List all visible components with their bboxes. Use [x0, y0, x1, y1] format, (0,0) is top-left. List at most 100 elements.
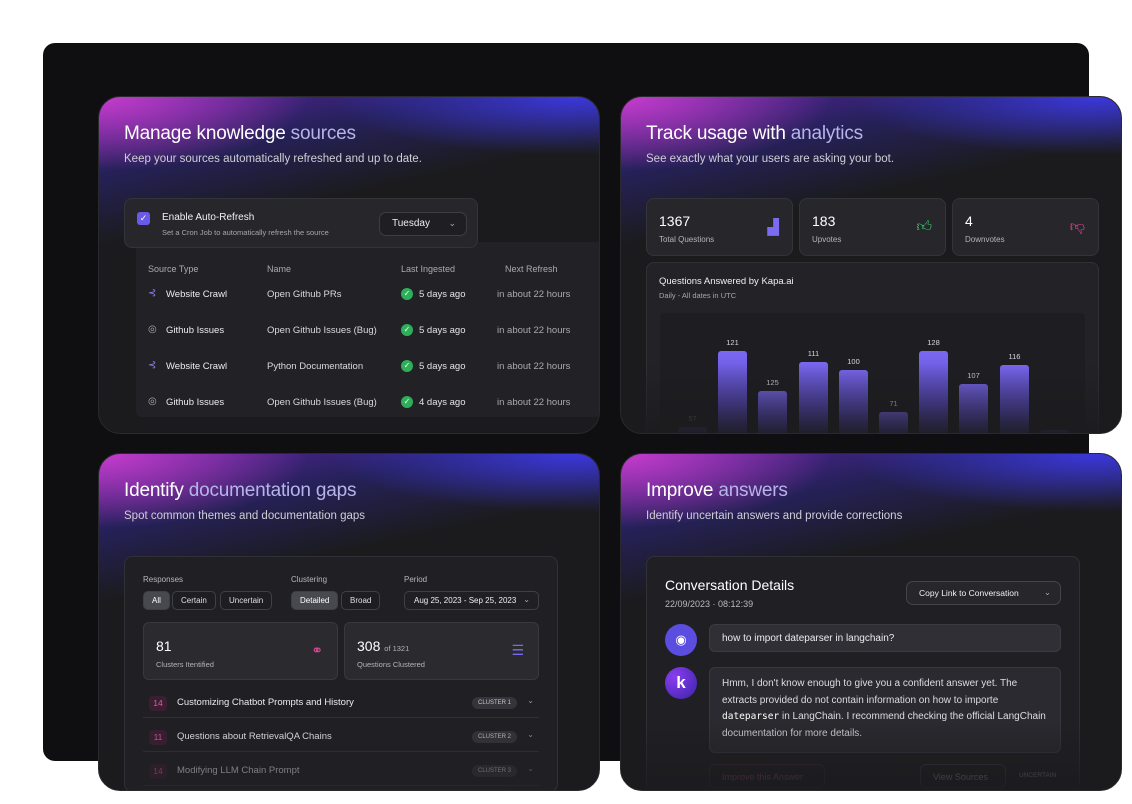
- clustering-broad-button[interactable]: Broad: [341, 591, 381, 610]
- source-name: Python Documentation: [267, 361, 364, 372]
- chart-bar: [959, 384, 988, 433]
- clustering-detailed-button[interactable]: Detailed: [291, 591, 339, 610]
- filter-all-button[interactable]: All: [143, 591, 170, 610]
- cluster-title: Questions about RetrievalQA Chains: [177, 731, 332, 742]
- cluster-count: 11: [149, 730, 167, 745]
- stat-upvotes: 183 Upvotes 👍︎: [799, 198, 946, 256]
- bar-label: 121: [726, 338, 739, 347]
- source-type: Website Crawl: [166, 361, 228, 372]
- clusters-panel: Responses All Certain Uncertain Clusteri…: [124, 556, 558, 790]
- stat-label: Upvotes: [812, 235, 842, 244]
- bar-chart-icon: ▟: [767, 219, 779, 236]
- card-documentation-gaps: Identify documentation gaps Spot common …: [98, 453, 600, 791]
- chart-bar: [879, 412, 908, 433]
- chart-bar: [718, 351, 747, 433]
- conversation-title: Conversation Details: [665, 577, 795, 593]
- cluster-title: Customizing Chatbot Prompts and History: [177, 697, 354, 708]
- auto-refresh-checkbox[interactable]: ✓: [137, 212, 150, 225]
- auto-refresh-panel: ✓ Enable Auto-Refresh Set a Cron Job to …: [124, 198, 478, 248]
- stat-label: Clusters Itentified: [156, 660, 214, 669]
- column-header: Name: [267, 264, 292, 274]
- day-select[interactable]: Tuesday ⌄: [379, 212, 467, 236]
- chart-bar: [678, 427, 707, 433]
- cluster-tag: CLUSTER 3: [471, 765, 517, 777]
- view-sources-button[interactable]: View Sources: [920, 764, 1006, 788]
- column-header: Source Type: [148, 264, 199, 274]
- source-name: Open Github PRs: [267, 289, 342, 300]
- stat-downvotes: 4 Downvotes 👎︎: [952, 198, 1099, 256]
- last-ingested: 5 days ago: [419, 289, 466, 300]
- status-badge: UNCERTAIN: [1019, 772, 1057, 779]
- chevron-down-icon: ⌄: [523, 595, 530, 604]
- filter-uncertain-button[interactable]: Uncertain: [220, 591, 273, 610]
- table-row[interactable]: ⊰ Website Crawl Open Github PRs ✓ 5 days…: [136, 278, 599, 314]
- card-title: Manage knowledge sources: [124, 123, 356, 144]
- filter-certain-button[interactable]: Certain: [172, 591, 216, 610]
- chart-title: Questions Answered by Kapa.ai: [659, 276, 794, 287]
- bar-label: 71: [889, 399, 898, 408]
- thumbs-up-icon: 👍︎: [916, 218, 932, 235]
- chart-bar: [919, 351, 948, 433]
- conversation-panel: Conversation Details 22/09/2023 · 08:12:…: [646, 556, 1080, 790]
- chart-bar: [758, 391, 787, 433]
- chart-plot: 57 121 125 111 100 71 128 107 116: [660, 313, 1085, 433]
- improve-answer-button[interactable]: Improve this Answer: [709, 764, 825, 788]
- bar-label: 57: [688, 414, 697, 423]
- card-knowledge-sources: Manage knowledge sources Keep your sourc…: [98, 96, 600, 434]
- stat-value: 4: [965, 213, 973, 229]
- cluster-tag: CLUSTER 1: [471, 697, 517, 709]
- clustering-label: Clustering: [291, 575, 328, 584]
- check-circle-icon: ✓: [401, 288, 413, 300]
- chart-bar: [839, 370, 868, 433]
- cluster-title: Modifying LLM Chain Prompt: [177, 765, 300, 776]
- cluster-count: 14: [149, 764, 167, 779]
- next-refresh: in about 22 hours: [497, 397, 571, 408]
- chevron-down-icon[interactable]: ⌄: [527, 696, 534, 705]
- bar-label: 116: [1008, 352, 1021, 361]
- chart-bar: [799, 362, 828, 433]
- clusters-icon: ⚭: [311, 642, 323, 658]
- dashboard-frame: Manage knowledge sources Keep your sourc…: [43, 43, 1122, 791]
- source-name: Open Github Issues (Bug): [267, 397, 377, 408]
- table-row[interactable]: ◎ Github Issues Open Github Issues (Bug)…: [136, 386, 599, 422]
- card-improve-answers: Improve answers Identify uncertain answe…: [620, 453, 1122, 791]
- conversation-date: 22/09/2023 · 08:12:39: [665, 599, 754, 609]
- clusters-identified-stat: 81 Clusters Itentified ⚭: [143, 622, 338, 680]
- source-name: Open Github Issues (Bug): [267, 325, 377, 336]
- table-row[interactable]: ◎ Github Issues Open Github Issues (Bug)…: [136, 314, 599, 350]
- sources-table: Source Type Name Last Ingested Next Refr…: [136, 242, 599, 417]
- chart-subtitle: Daily - All dates in UTC: [659, 291, 737, 300]
- cluster-row[interactable]: 14 Customizing Chatbot Prompts and Histo…: [143, 688, 539, 718]
- chart-bar: [1040, 430, 1069, 433]
- card-subtitle: Spot common themes and documentation gap…: [124, 510, 366, 522]
- cluster-row[interactable]: 14 Modifying LLM Chain Prompt CLUSTER 3 …: [143, 756, 539, 786]
- check-circle-icon: ✓: [401, 396, 413, 408]
- user-avatar-icon: ◉: [665, 624, 697, 656]
- check-circle-icon: ✓: [401, 324, 413, 336]
- last-ingested: 5 days ago: [419, 361, 466, 372]
- github-icon: ◎: [148, 324, 157, 335]
- auto-refresh-label: Enable Auto-Refresh: [162, 212, 255, 223]
- column-header: Next Refresh: [505, 264, 558, 274]
- column-header: Last Ingested: [401, 264, 456, 274]
- card-title: Improve answers: [646, 480, 788, 501]
- table-row[interactable]: ⊰ Website Crawl Python Documentation ✓ 5…: [136, 350, 599, 386]
- card-title: Identify documentation gaps: [124, 480, 357, 501]
- cluster-row[interactable]: 11 Questions about RetrievalQA Chains CL…: [143, 722, 539, 752]
- source-type: Github Issues: [166, 325, 225, 336]
- chevron-down-icon: ⌄: [448, 218, 456, 228]
- cluster-tag: CLUSTER 2: [471, 731, 517, 743]
- chevron-down-icon[interactable]: ⌄: [527, 730, 534, 739]
- card-title: Track usage with analytics: [646, 123, 863, 144]
- period-select[interactable]: Aug 25, 2023 - Sep 25, 2023 ⌄: [404, 591, 539, 610]
- copy-link-button[interactable]: Copy Link to Conversation ⌄: [906, 581, 1061, 605]
- chevron-down-icon: ⌄: [1043, 587, 1051, 597]
- sitemap-icon: ⊰: [148, 360, 157, 371]
- responses-label: Responses: [143, 575, 184, 584]
- source-type: Website Crawl: [166, 289, 228, 300]
- stat-value: 183: [812, 213, 836, 229]
- chevron-down-icon[interactable]: ⌄: [527, 764, 534, 773]
- card-subtitle: See exactly what your users are asking y…: [646, 153, 895, 165]
- sitemap-icon: ⊰: [148, 288, 157, 299]
- last-ingested: 4 days ago: [419, 397, 466, 408]
